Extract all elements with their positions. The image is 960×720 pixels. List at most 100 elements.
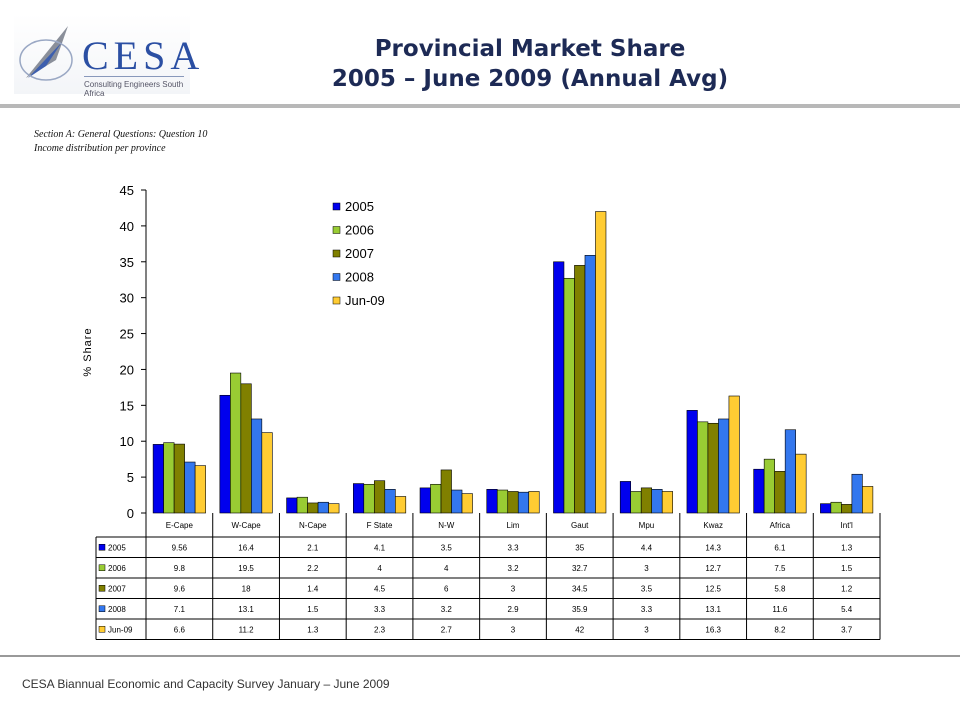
category-label-f-state: F State [367, 521, 393, 530]
bar-n-cape-2008 [317, 501, 329, 514]
bar-w-cape-jun-09 [261, 432, 273, 514]
bar-lim-2005 [486, 489, 498, 514]
table-cell: 11.6 [772, 605, 788, 614]
legend-label-2006: 2006 [345, 223, 374, 238]
legend-label-2007: 2007 [345, 246, 374, 261]
category-label-africa: Africa [770, 521, 791, 530]
bar-mpu-2006 [630, 491, 642, 514]
bar-w-cape-2008 [251, 418, 263, 514]
bar-africa-2005 [753, 468, 765, 514]
bar-africa-jun-09 [795, 453, 807, 514]
category-label-kwaz: Kwaz [703, 521, 723, 530]
logo-divider [84, 76, 184, 77]
page-title-line1: Provincial Market Share [374, 36, 686, 62]
table-cell: 11.2 [239, 625, 255, 634]
table-cell: 4.5 [374, 584, 386, 593]
bar-f-state-2007 [373, 480, 386, 514]
legend-label-jun-09: Jun-09 [345, 293, 385, 308]
section-subnote: Income distribution per province [34, 143, 166, 154]
table-cell: 3.2 [507, 564, 519, 573]
y-tick-label: 15 [120, 398, 134, 413]
table-cell: 2.7 [441, 625, 453, 634]
category-label-lim: Lim [507, 521, 520, 530]
bar-f-state-2005 [352, 483, 365, 514]
bar-n-w-2005 [419, 487, 431, 514]
legend-label-2008: 2008 [345, 270, 374, 285]
table-cell: 3.5 [441, 543, 453, 552]
table-cell: 7.5 [774, 564, 786, 573]
table-cell: 6.1 [774, 543, 786, 552]
table-cell: 3 [511, 584, 516, 593]
table-row-label-2005: 2005 [108, 543, 126, 552]
bar-n-w-2008 [451, 489, 463, 514]
bar-int-l-2007 [841, 504, 853, 514]
table-cell: 13.1 [238, 605, 254, 614]
footer-divider [0, 655, 960, 657]
section-note: Section A: General Questions: Question 1… [34, 129, 208, 140]
bar-e-cape-2008 [184, 461, 196, 514]
table-cell: 3 [644, 564, 649, 573]
category-label-int-l: Int'l [841, 521, 853, 530]
y-axis-label: % Share [82, 327, 94, 376]
bar-n-cape-2006 [296, 496, 308, 514]
table-swatch-2006 [98, 564, 106, 571]
bar-kwaz-jun-09 [728, 395, 740, 514]
category-label-mpu: Mpu [639, 521, 655, 530]
bar-e-cape-2005 [152, 444, 164, 514]
bar-int-l-2006 [830, 501, 842, 514]
bar-n-w-2007 [440, 469, 452, 514]
table-cell: 18 [242, 584, 251, 593]
table-cell: 6 [444, 584, 449, 593]
bar-f-state-jun-09 [394, 496, 407, 514]
bar-lim-2006 [496, 489, 509, 514]
page-title-line2: 2005 – June 2009 (Annual Avg) [331, 66, 729, 92]
table-cell: 8.2 [774, 625, 786, 634]
bar-gaut-2007 [574, 265, 586, 514]
table-cell: 1.2 [841, 584, 853, 593]
table-row-label-2006: 2006 [108, 564, 126, 573]
table-cell: 3 [511, 625, 516, 634]
y-tick-label: 40 [120, 219, 134, 234]
y-tick-label: 5 [127, 470, 134, 485]
y-tick-label: 30 [120, 291, 134, 306]
category-label-n-cape: N-Cape [299, 521, 327, 530]
table-cell: 3.3 [641, 605, 653, 614]
y-tick-label: 10 [120, 434, 134, 449]
table-cell: 2.3 [374, 625, 386, 634]
bar-n-w-2006 [430, 483, 442, 514]
table-cell: 1.3 [307, 625, 319, 634]
logo-subtitle: Consulting Engineers South Africa [84, 80, 184, 98]
bar-n-w-jun-09 [461, 493, 473, 514]
legend-swatch-jun-09 [332, 296, 341, 305]
table-swatch-2005 [98, 544, 106, 551]
table-cell: 34.5 [572, 584, 588, 593]
bar-lim-2007 [507, 491, 519, 514]
bar-f-state-2006 [363, 483, 375, 514]
logo-wordmark: CESA [82, 33, 205, 78]
table-cell: 3.3 [374, 605, 386, 614]
bar-w-cape-2005 [219, 394, 231, 514]
table-row-label-jun-09: Jun-09 [108, 625, 133, 634]
category-label-e-cape: E-Cape [166, 521, 194, 530]
table-cell: 42 [575, 625, 584, 634]
table-cell: 4 [444, 564, 449, 573]
bar-f-state-2008 [384, 489, 396, 514]
y-tick-label: 35 [120, 255, 134, 270]
table-cell: 35.9 [572, 605, 588, 614]
table-cell: 4.1 [374, 543, 386, 552]
table-cell: 12.7 [705, 564, 721, 573]
bar-int-l-2005 [820, 503, 832, 514]
table-cell: 19.5 [238, 564, 254, 573]
bar-int-l-jun-09 [862, 486, 874, 514]
legend-swatch-2005 [332, 202, 341, 211]
category-label-gaut: Gaut [571, 521, 589, 530]
table-cell: 4.4 [641, 543, 653, 552]
y-tick-label: 0 [127, 506, 134, 521]
bar-mpu-2007 [640, 487, 653, 514]
table-row-label-2008: 2008 [108, 605, 126, 614]
bar-w-cape-2007 [240, 383, 252, 514]
bar-e-cape-2007 [173, 443, 185, 514]
table-cell: 1.5 [841, 564, 853, 573]
table-cell: 14.3 [705, 543, 721, 552]
